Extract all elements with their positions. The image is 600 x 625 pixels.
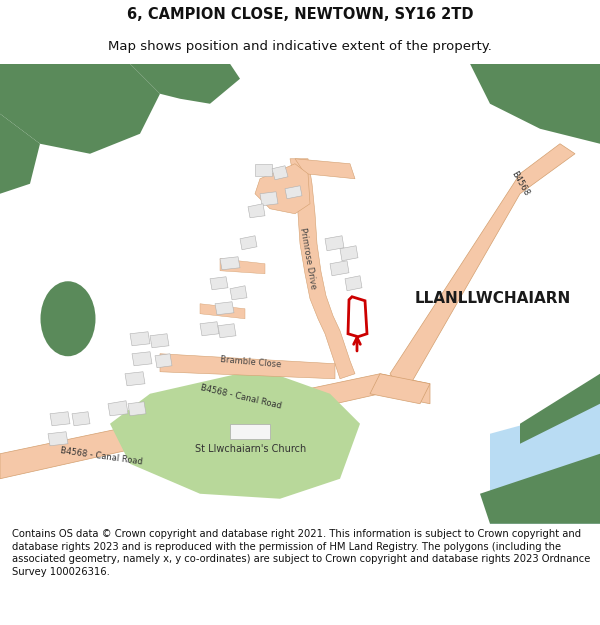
Text: Map shows position and indicative extent of the property.: Map shows position and indicative extent… [108, 40, 492, 52]
Polygon shape [240, 236, 257, 250]
Polygon shape [150, 334, 169, 348]
Polygon shape [230, 424, 270, 439]
Polygon shape [490, 404, 600, 524]
Polygon shape [218, 324, 236, 338]
Text: St Llwchaiarn's Church: St Llwchaiarn's Church [195, 444, 306, 454]
Polygon shape [220, 257, 240, 270]
Polygon shape [0, 114, 40, 194]
Polygon shape [285, 186, 302, 199]
Polygon shape [200, 322, 219, 336]
Polygon shape [230, 286, 247, 300]
Polygon shape [330, 261, 349, 276]
Text: 6, CAMPION CLOSE, NEWTOWN, SY16 2TD: 6, CAMPION CLOSE, NEWTOWN, SY16 2TD [127, 8, 473, 22]
Polygon shape [480, 454, 600, 524]
Polygon shape [390, 144, 575, 394]
Text: LLANLLWCHAIARN: LLANLLWCHAIARN [415, 291, 571, 306]
Polygon shape [132, 352, 152, 366]
Polygon shape [110, 369, 360, 499]
Polygon shape [125, 372, 145, 386]
Polygon shape [255, 164, 272, 176]
Polygon shape [340, 246, 358, 261]
Polygon shape [272, 166, 288, 180]
Ellipse shape [41, 281, 95, 356]
Polygon shape [470, 64, 600, 144]
Polygon shape [325, 236, 344, 251]
Polygon shape [255, 164, 310, 214]
Text: Primrose Drive: Primrose Drive [298, 228, 318, 290]
Polygon shape [0, 374, 430, 479]
Polygon shape [290, 159, 355, 379]
Polygon shape [370, 374, 430, 404]
Polygon shape [200, 304, 245, 319]
Polygon shape [210, 277, 228, 290]
Polygon shape [0, 64, 160, 154]
Polygon shape [155, 354, 172, 367]
Polygon shape [50, 412, 70, 426]
Polygon shape [260, 192, 278, 206]
Text: Contains OS data © Crown copyright and database right 2021. This information is : Contains OS data © Crown copyright and d… [12, 529, 590, 578]
Polygon shape [130, 332, 150, 346]
Polygon shape [160, 354, 335, 379]
Polygon shape [520, 374, 600, 444]
Polygon shape [220, 259, 265, 274]
Polygon shape [345, 276, 362, 291]
Text: Bramble Close: Bramble Close [220, 354, 282, 369]
Polygon shape [128, 402, 146, 416]
Polygon shape [72, 412, 90, 426]
Text: B4568 - Canal Road: B4568 - Canal Road [60, 446, 143, 467]
Polygon shape [215, 302, 234, 315]
Polygon shape [108, 401, 128, 416]
Text: B4568 - Canal Road: B4568 - Canal Road [200, 383, 283, 411]
Polygon shape [248, 204, 265, 217]
Polygon shape [295, 159, 355, 179]
Polygon shape [48, 432, 68, 446]
Polygon shape [130, 64, 240, 104]
Text: B4568: B4568 [509, 170, 530, 198]
